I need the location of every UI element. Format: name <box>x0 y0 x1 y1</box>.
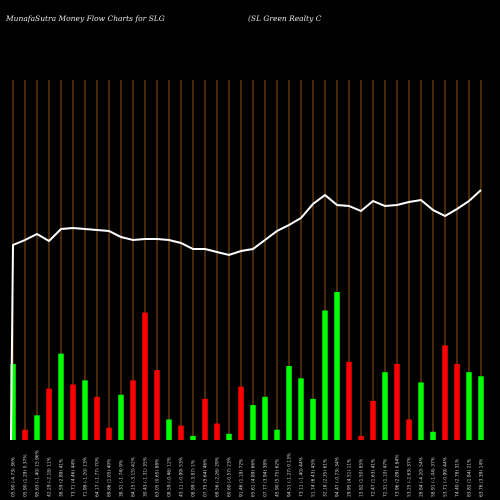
x-tick-label: 63.05 (0.65) 88% <box>155 459 161 497</box>
bar <box>322 310 328 440</box>
bar <box>190 435 196 440</box>
x-tick-label: 08.99 (-3.87) 1% <box>191 460 197 497</box>
x-tick-label: 58.91 (-1.04) 37% <box>431 457 437 497</box>
bar <box>70 384 76 440</box>
x-tick-label: 38.59 (2.89) 41% <box>59 459 65 497</box>
bar <box>334 292 340 440</box>
bars <box>10 292 484 440</box>
bar <box>250 405 256 440</box>
bar <box>430 431 436 440</box>
x-tick-label: 72.47 (1.63) 41% <box>371 459 377 497</box>
bar <box>370 400 376 440</box>
x-tick-label: 73.71 (4.46) 44% <box>71 459 77 497</box>
bar <box>214 423 220 440</box>
bar <box>442 345 448 440</box>
x-tick-label: 07.75 (5.64) 46% <box>203 459 209 497</box>
bar <box>286 366 292 440</box>
bar <box>34 415 40 440</box>
bar <box>58 353 64 440</box>
bar <box>382 372 388 440</box>
bar <box>142 312 148 440</box>
x-tick-label: 94.47 (-0.73) 34% <box>335 457 341 497</box>
x-tick-label: 83.82 (1.84) 21% <box>467 459 473 497</box>
bar <box>262 396 268 440</box>
bar <box>238 386 244 440</box>
x-tick-label: 05.90 (-4.73) 36% <box>11 457 17 497</box>
x-tick-label: 94.51 (-1.27) 0.13% <box>287 453 293 497</box>
x-tick-label: 74.40 (2.78) 31% <box>455 459 461 497</box>
x-tick-label: 65.61 (4.89) 66% <box>251 459 257 497</box>
x-tick-label: 43.11 (-0.99) 53% <box>179 457 185 497</box>
bar <box>106 427 112 440</box>
x-tick-labels: 05.90 (-4.73) 36% 05.90 (1.29) 0.37% 95.83… <box>11 450 485 497</box>
x-tick-label: 05.90 (1.29) 0.37% <box>23 454 29 497</box>
x-tick-label: 63.76 (3.39) 14% <box>479 459 485 497</box>
x-tick-label: 68.56 (-2.26) 29% <box>215 457 221 497</box>
x-tick-label: 60.60 (-0.57) 23% <box>227 457 233 497</box>
chart-subtitle: (SL Green Realty C <box>248 14 322 23</box>
x-tick-label: 29.95 (4.51) 11% <box>347 459 353 497</box>
bar <box>118 394 124 440</box>
x-tick-label: 51.74 (6.43) 45% <box>311 459 317 497</box>
bar <box>94 396 100 440</box>
x-tick-label: 53.71 (-0.99) 44% <box>443 457 449 497</box>
bar <box>346 361 352 440</box>
x-tick-label: 84.15 (-3.15) 42% <box>131 457 137 497</box>
bar <box>202 398 208 440</box>
bar <box>82 380 88 440</box>
bar <box>226 433 232 440</box>
x-tick-label: 89.86 (1.05) 40% <box>107 459 113 497</box>
bar <box>406 419 412 440</box>
x-tick-label: 53.25 (-2.63) 37% <box>407 457 413 497</box>
bar <box>166 419 172 440</box>
x-tick-label: 28.84 (-4.20) 54% <box>419 457 425 497</box>
x-tick-label: 08.59 (-0.46) 12% <box>167 457 173 497</box>
bar <box>130 380 136 440</box>
bar <box>274 429 280 440</box>
bar <box>394 363 400 440</box>
x-tick-label: 73.11 (-1.40) 44% <box>299 457 305 497</box>
bar <box>10 363 16 440</box>
bar <box>46 388 52 440</box>
bar <box>358 435 364 440</box>
x-tick-label: 95.83 (-1.40) 15.96% <box>35 450 41 497</box>
x-tick-label: 38.31 (-1.74) 9% <box>119 460 125 497</box>
bar <box>310 398 316 440</box>
x-tick-label: 42.29 (-2.18) 11% <box>47 457 53 497</box>
x-tick-label: 45.90 (5.75) 62% <box>275 459 281 497</box>
x-tick-label: 30.43 (-1.31) 35% <box>143 457 149 497</box>
x-tick-label: 71.98 (-1.20) 13% <box>83 457 89 497</box>
bar <box>478 376 484 440</box>
chart-title: MunafaSutra Money Flow Charts for SLG <box>6 14 165 23</box>
x-tick-label: 07.77 (3.94) 38% <box>263 459 269 497</box>
bar <box>154 370 160 440</box>
bar <box>418 382 424 440</box>
bar <box>178 425 184 440</box>
x-tick-label: 91.46 (1.18) 72% <box>239 459 245 497</box>
price-line <box>10 189 482 441</box>
bar <box>22 429 28 440</box>
bar <box>466 372 472 440</box>
x-tick-label: 72.31 (1.10) 47% <box>383 459 389 497</box>
bar <box>454 363 460 440</box>
x-tick-label: 15.82 (1.50) 85% <box>359 459 365 497</box>
bar <box>298 378 304 440</box>
x-tick-label: 64.17 (-1.77) 70% <box>95 457 101 497</box>
x-tick-label: 73.96 (2.09) 0.84% <box>395 454 401 497</box>
x-tick-label: 32.18 (2.35) 61% <box>323 459 329 497</box>
